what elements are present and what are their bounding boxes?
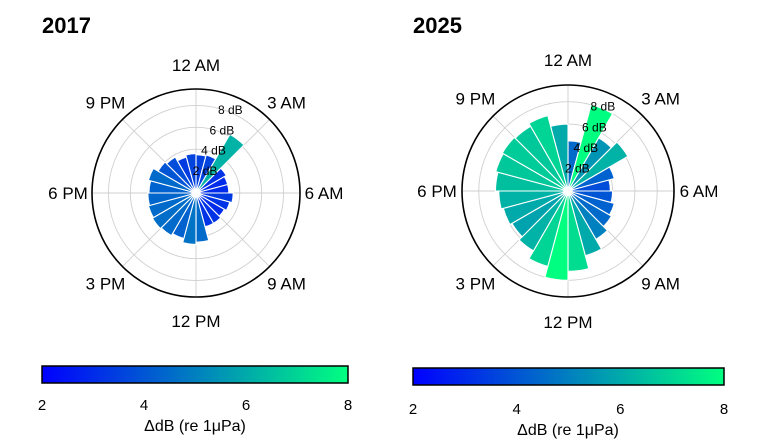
bar-hour-14 [518,190,569,252]
bar-hour-20 [157,161,197,194]
colorbar-label: ΔdB (re 1μPa) [144,418,246,435]
bar-hour-3 [195,167,228,194]
bar-hour-3 [567,141,629,192]
hour-label: 3 AM [641,89,680,108]
hour-label: 6 AM [305,184,344,203]
polar-plot: 2 dB 4 dB 6 dB 8 dB 12 AM 3 AM 6 AM 9 AM 12 PM 3 … [48,56,343,331]
bar-hour-23 [549,123,569,192]
ring-label: 8 dB [218,103,243,117]
ring-label: 6 dB [582,120,607,134]
bar-hour-21 [165,156,197,194]
bar-hour-22 [528,114,569,192]
bar-hour-2 [195,133,245,194]
colorbar-tick: 6 [616,401,624,418]
hour-label: 12 PM [171,312,220,331]
bar-hour-4 [567,166,616,192]
colorbar-tick: 4 [140,397,148,414]
colorbar-tick: 2 [38,397,46,414]
panel-2017: 2017 2 dB 4 dB 6 dB 8 dB 12 AM 3 AM 6 AM 9 AM 12… [38,13,352,435]
colorbar-tick: 6 [242,397,250,414]
bar-hour-1 [567,104,614,192]
polar-plot: 2 dB 4 dB 6 dB 8 dB 12 AM 3 AM 6 AM 9 AM 12 PM 3 … [417,51,718,332]
colorbar-ticks: 2 4 6 8 [409,401,728,418]
colorbar-label: ΔdB (re 1μPa) [517,422,619,439]
hour-label: 9 PM [456,89,496,108]
colorbar-tick: 8 [720,401,728,418]
hour-label: 6 PM [417,182,457,201]
colorbar: 2 4 6 8 ΔdB (re 1μPa) [38,365,352,435]
bar-hour-23 [185,153,197,194]
hour-label: 3 PM [86,275,126,294]
bar-hour-17 [147,192,197,207]
colorbar-gradient [41,365,349,384]
outer-ring [91,88,301,298]
bar-hour-13 [528,190,569,268]
hour-label: 3 AM [267,94,306,113]
hour-label: 12 PM [543,313,592,332]
colorbar: 2 4 6 8 ΔdB (re 1μPa) [409,367,728,439]
colorbar-tick: 2 [409,401,417,418]
colorbar-gradient [412,367,725,386]
hour-label: 6 PM [48,184,88,203]
ring-label: 4 dB [573,141,598,155]
hour-label: 6 AM [680,182,719,201]
ring-label: 2 dB [193,164,218,178]
hour-label: 9 PM [86,94,126,113]
ring-label: 8 dB [591,100,616,114]
hour-label: 9 AM [641,275,680,294]
bar-hour-20 [501,136,569,192]
bar-hour-15 [151,192,197,230]
hour-label: 12 AM [544,51,592,70]
hour-label: 9 AM [267,275,306,294]
ring-label: 2 dB [565,162,590,176]
panel-2025: 2025 2 dB 4 dB 6 dB 8 dB 12 AM 3 AM 6 AM 9 AM 12… [409,13,728,439]
ring-label: 4 dB [201,144,226,158]
hour-label: 3 PM [456,275,496,294]
colorbar-tick: 8 [344,397,352,414]
panel-title: 2025 [413,13,462,38]
colorbar-ticks: 2 4 6 8 [38,397,352,414]
hour-label: 12 AM [172,56,220,75]
colorbar-tick: 4 [513,401,521,418]
bar-hour-16 [147,192,197,219]
bar-hour-19 [147,167,197,194]
panel-title: 2017 [42,13,91,38]
ring-label: 6 dB [210,124,235,138]
outer-ring [461,84,675,298]
